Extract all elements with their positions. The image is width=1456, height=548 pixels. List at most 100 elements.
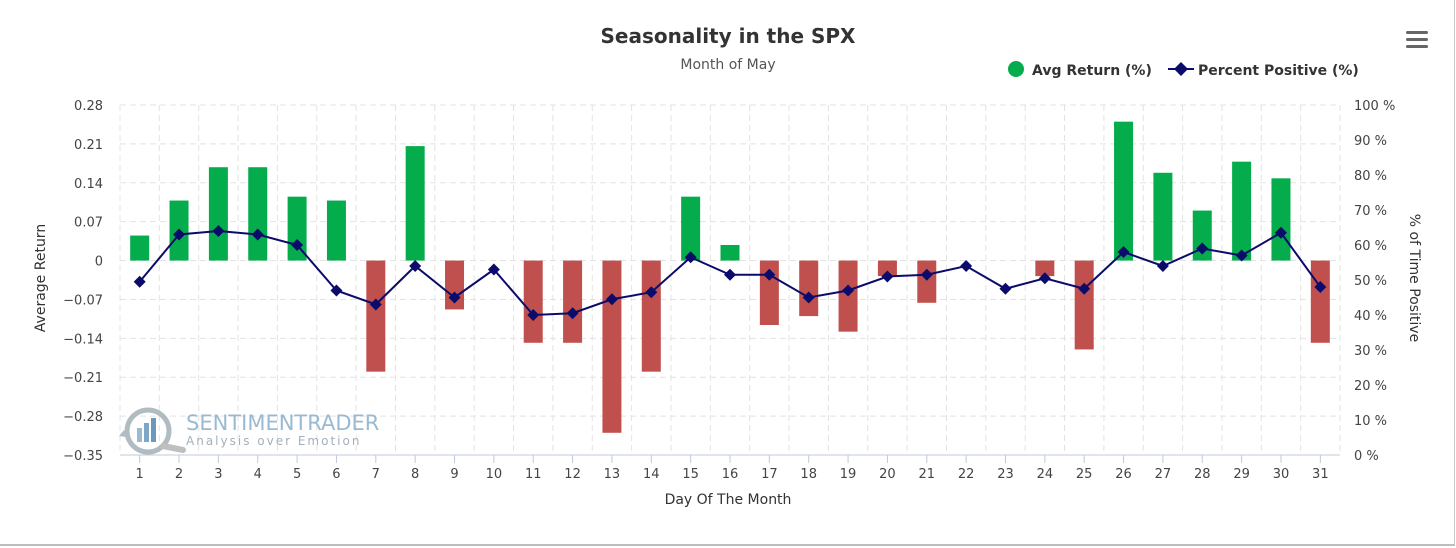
point-day-23[interactable] (999, 282, 1012, 295)
point-day-14[interactable] (645, 286, 658, 299)
point-day-30[interactable] (1274, 226, 1287, 239)
x-tick-label: 21 (919, 467, 936, 482)
y2-tick-label: 100 % (1354, 99, 1395, 114)
point-day-2[interactable] (173, 228, 186, 241)
point-day-27[interactable] (1156, 260, 1169, 272)
x-tick-label: 15 (682, 467, 699, 482)
watermark: SENTIMENTRADER Analysis over Emotion (119, 407, 379, 455)
bar-day-6[interactable] (326, 200, 346, 261)
x-tick-label: 22 (958, 467, 975, 482)
legend-percent-positive-label: Percent Positive (%) (1198, 63, 1359, 79)
point-day-24[interactable] (1038, 272, 1051, 285)
x-tick-label: 14 (643, 467, 660, 482)
point-day-15[interactable] (684, 251, 697, 264)
watermark-logo-icon (119, 407, 186, 455)
bar-day-27[interactable] (1153, 172, 1173, 261)
point-day-26[interactable] (1117, 246, 1130, 258)
bar-day-15[interactable] (681, 196, 701, 261)
point-day-11[interactable] (527, 309, 540, 321)
point-day-12[interactable] (566, 307, 579, 320)
point-day-5[interactable] (291, 239, 304, 251)
y2-tick-label: 50 % (1354, 274, 1387, 289)
x-tick-label: 20 (879, 467, 896, 482)
legend-percent-positive-marker (1174, 62, 1188, 76)
y2-tick-label: 10 % (1354, 414, 1387, 429)
x-tick-label: 25 (1076, 467, 1093, 482)
y-tick-label: 0.07 (74, 216, 103, 231)
x-tick-label: 2 (175, 467, 183, 482)
bar-day-13[interactable] (602, 260, 622, 433)
point-day-31[interactable] (1314, 281, 1327, 293)
y-tick-label: −0.07 (63, 293, 103, 308)
point-day-29[interactable] (1235, 249, 1248, 262)
point-day-1[interactable] (133, 275, 146, 288)
x-tick-label: 29 (1233, 467, 1250, 482)
point-day-7[interactable] (369, 298, 382, 311)
point-day-9[interactable] (448, 291, 461, 304)
x-tick-label: 6 (332, 467, 340, 482)
chart-title: Seasonality in the SPX (601, 24, 857, 48)
y-tick-label: 0.28 (74, 99, 103, 114)
point-day-4[interactable] (251, 228, 264, 241)
x-tick-label: 9 (450, 467, 458, 482)
hamburger-menu-icon[interactable] (1400, 24, 1434, 52)
bar-day-20[interactable] (877, 260, 897, 277)
y-tick-label: 0 (95, 255, 103, 270)
bar-day-18[interactable] (799, 260, 819, 317)
point-day-18[interactable] (802, 291, 815, 304)
chart-subtitle: Month of May (680, 57, 775, 73)
x-axis-title: Day Of The Month (665, 492, 792, 508)
legend: Avg Return (%) Percent Positive (%) (1008, 61, 1359, 79)
bar-day-29[interactable] (1232, 161, 1252, 261)
y2-tick-label: 90 % (1354, 134, 1387, 149)
bar-day-31[interactable] (1310, 260, 1330, 343)
bar-day-16[interactable] (720, 245, 740, 261)
point-day-19[interactable] (842, 284, 855, 297)
y2-tick-label: 40 % (1354, 309, 1387, 324)
bar-day-8[interactable] (405, 146, 425, 261)
point-day-8[interactable] (409, 260, 422, 272)
point-day-17[interactable] (763, 268, 776, 281)
point-day-3[interactable] (212, 225, 225, 237)
y2-tick-label: 70 % (1354, 204, 1387, 219)
x-tick-label: 1 (136, 467, 144, 482)
bar-day-7[interactable] (366, 260, 386, 372)
bar-day-4[interactable] (248, 167, 268, 261)
point-day-16[interactable] (724, 268, 736, 281)
bar-day-1[interactable] (130, 235, 150, 261)
grid-lines (119, 104, 1341, 456)
bar-day-11[interactable] (523, 260, 543, 343)
point-day-20[interactable] (881, 270, 894, 283)
point-day-22[interactable] (960, 260, 973, 272)
x-tick-label: 23 (997, 467, 1014, 482)
bar-day-26[interactable] (1114, 121, 1134, 261)
y-tick-label: −0.35 (63, 449, 103, 464)
legend-item-avg-return[interactable]: Avg Return (%) (1008, 61, 1152, 79)
point-day-21[interactable] (920, 268, 933, 281)
point-day-6[interactable] (330, 284, 343, 297)
bar-day-25[interactable] (1074, 260, 1094, 350)
bar-day-24[interactable] (1035, 260, 1055, 277)
bar-day-30[interactable] (1271, 178, 1291, 261)
x-tick-label: 12 (564, 467, 581, 482)
point-day-28[interactable] (1196, 242, 1209, 255)
x-axis-ticks: 1 2 3 4 5 6 7 8 9 10 11 12 13 14 15 16 17 18 19 20 21 22 23 24 2… (136, 455, 1329, 482)
y2-tick-label: 80 % (1354, 169, 1387, 184)
point-day-13[interactable] (605, 293, 618, 306)
y2-tick-label: 0 % (1354, 449, 1379, 464)
bar-day-14[interactable] (641, 260, 661, 372)
bar-day-12[interactable] (563, 260, 583, 343)
legend-item-percent-positive[interactable]: Percent Positive (%) (1168, 62, 1359, 79)
x-tick-label: 24 (1037, 467, 1054, 482)
bar-day-3[interactable] (208, 167, 228, 261)
point-day-25[interactable] (1078, 282, 1091, 295)
y2-tick-label: 30 % (1354, 344, 1387, 359)
x-tick-label: 8 (411, 467, 419, 482)
bar-day-21[interactable] (917, 260, 937, 303)
point-day-10[interactable] (487, 263, 500, 276)
x-tick-label: 18 (800, 467, 817, 482)
x-tick-label: 16 (722, 467, 739, 482)
y-tick-label: −0.14 (63, 332, 103, 347)
